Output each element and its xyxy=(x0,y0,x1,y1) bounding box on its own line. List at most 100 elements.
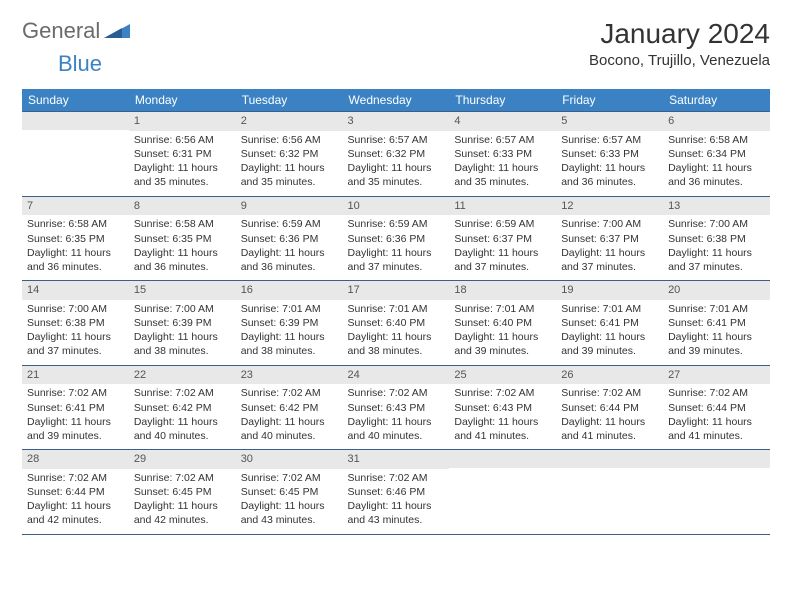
day-number: 6 xyxy=(663,112,770,131)
sunrise-text: Sunrise: 6:59 AM xyxy=(454,217,551,231)
sunrise-text: Sunrise: 7:00 AM xyxy=(134,302,231,316)
daylight-text-1: Daylight: 11 hours xyxy=(454,415,551,429)
day-cell: 12Sunrise: 7:00 AMSunset: 6:37 PMDayligh… xyxy=(556,196,663,281)
daylight-text-1: Daylight: 11 hours xyxy=(454,246,551,260)
day-content: Sunrise: 7:01 AMSunset: 6:41 PMDaylight:… xyxy=(556,300,663,365)
sunset-text: Sunset: 6:41 PM xyxy=(668,316,765,330)
sunrise-text: Sunrise: 7:02 AM xyxy=(348,386,445,400)
sunrise-text: Sunrise: 6:58 AM xyxy=(27,217,124,231)
day-content: Sunrise: 7:00 AMSunset: 6:37 PMDaylight:… xyxy=(556,215,663,280)
daylight-text-1: Daylight: 11 hours xyxy=(348,161,445,175)
empty-day xyxy=(449,450,556,468)
daylight-text-2: and 39 minutes. xyxy=(27,429,124,443)
sunrise-text: Sunrise: 7:00 AM xyxy=(561,217,658,231)
daylight-text-1: Daylight: 11 hours xyxy=(134,415,231,429)
day-cell: 19Sunrise: 7:01 AMSunset: 6:41 PMDayligh… xyxy=(556,281,663,366)
daylight-text-2: and 35 minutes. xyxy=(454,175,551,189)
daylight-text-1: Daylight: 11 hours xyxy=(241,246,338,260)
daylight-text-1: Daylight: 11 hours xyxy=(27,499,124,513)
day-content: Sunrise: 7:02 AMSunset: 6:44 PMDaylight:… xyxy=(22,469,129,534)
day-content: Sunrise: 7:02 AMSunset: 6:42 PMDaylight:… xyxy=(129,384,236,449)
sunset-text: Sunset: 6:31 PM xyxy=(134,147,231,161)
daylight-text-2: and 43 minutes. xyxy=(241,513,338,527)
day-number: 28 xyxy=(22,450,129,469)
daylight-text-2: and 36 minutes. xyxy=(561,175,658,189)
day-number: 12 xyxy=(556,197,663,216)
day-number: 7 xyxy=(22,197,129,216)
day-cell: 4Sunrise: 6:57 AMSunset: 6:33 PMDaylight… xyxy=(449,112,556,197)
sunrise-text: Sunrise: 7:01 AM xyxy=(668,302,765,316)
day-number: 8 xyxy=(129,197,236,216)
day-cell: 14Sunrise: 7:00 AMSunset: 6:38 PMDayligh… xyxy=(22,281,129,366)
sunset-text: Sunset: 6:34 PM xyxy=(668,147,765,161)
sunset-text: Sunset: 6:32 PM xyxy=(241,147,338,161)
daylight-text-2: and 35 minutes. xyxy=(241,175,338,189)
daylight-text-2: and 42 minutes. xyxy=(134,513,231,527)
daylight-text-2: and 36 minutes. xyxy=(668,175,765,189)
day-number: 20 xyxy=(663,281,770,300)
day-cell: 26Sunrise: 7:02 AMSunset: 6:44 PMDayligh… xyxy=(556,365,663,450)
daylight-text-1: Daylight: 11 hours xyxy=(348,246,445,260)
daylight-text-1: Daylight: 11 hours xyxy=(27,246,124,260)
daylight-text-2: and 35 minutes. xyxy=(134,175,231,189)
day-cell: 21Sunrise: 7:02 AMSunset: 6:41 PMDayligh… xyxy=(22,365,129,450)
day-cell: 28Sunrise: 7:02 AMSunset: 6:44 PMDayligh… xyxy=(22,450,129,535)
day-content: Sunrise: 7:02 AMSunset: 6:42 PMDaylight:… xyxy=(236,384,343,449)
daylight-text-2: and 36 minutes. xyxy=(241,260,338,274)
day-content: Sunrise: 7:01 AMSunset: 6:40 PMDaylight:… xyxy=(343,300,450,365)
sunset-text: Sunset: 6:32 PM xyxy=(348,147,445,161)
day-number: 4 xyxy=(449,112,556,131)
daylight-text-2: and 40 minutes. xyxy=(241,429,338,443)
daylight-text-2: and 42 minutes. xyxy=(27,513,124,527)
day-number: 29 xyxy=(129,450,236,469)
day-content: Sunrise: 6:59 AMSunset: 6:36 PMDaylight:… xyxy=(236,215,343,280)
daylight-text-2: and 40 minutes. xyxy=(348,429,445,443)
day-cell: 11Sunrise: 6:59 AMSunset: 6:37 PMDayligh… xyxy=(449,196,556,281)
daylight-text-1: Daylight: 11 hours xyxy=(668,246,765,260)
day-header-wednesday: Wednesday xyxy=(343,89,450,112)
day-cell: 17Sunrise: 7:01 AMSunset: 6:40 PMDayligh… xyxy=(343,281,450,366)
daylight-text-2: and 43 minutes. xyxy=(348,513,445,527)
daylight-text-1: Daylight: 11 hours xyxy=(134,330,231,344)
week-row: 21Sunrise: 7:02 AMSunset: 6:41 PMDayligh… xyxy=(22,365,770,450)
day-number: 26 xyxy=(556,366,663,385)
day-content: Sunrise: 6:57 AMSunset: 6:32 PMDaylight:… xyxy=(343,131,450,196)
day-cell: 7Sunrise: 6:58 AMSunset: 6:35 PMDaylight… xyxy=(22,196,129,281)
sunrise-text: Sunrise: 7:02 AM xyxy=(241,471,338,485)
sunrise-text: Sunrise: 7:02 AM xyxy=(454,386,551,400)
day-number: 14 xyxy=(22,281,129,300)
daylight-text-1: Daylight: 11 hours xyxy=(454,330,551,344)
sunrise-text: Sunrise: 7:02 AM xyxy=(134,386,231,400)
day-number: 3 xyxy=(343,112,450,131)
day-content: Sunrise: 7:02 AMSunset: 6:44 PMDaylight:… xyxy=(663,384,770,449)
sunset-text: Sunset: 6:45 PM xyxy=(241,485,338,499)
day-cell: 3Sunrise: 6:57 AMSunset: 6:32 PMDaylight… xyxy=(343,112,450,197)
daylight-text-2: and 39 minutes. xyxy=(668,344,765,358)
sunset-text: Sunset: 6:39 PM xyxy=(241,316,338,330)
day-content: Sunrise: 7:01 AMSunset: 6:39 PMDaylight:… xyxy=(236,300,343,365)
sunrise-text: Sunrise: 7:02 AM xyxy=(241,386,338,400)
day-content: Sunrise: 6:57 AMSunset: 6:33 PMDaylight:… xyxy=(556,131,663,196)
daylight-text-1: Daylight: 11 hours xyxy=(561,415,658,429)
sunrise-text: Sunrise: 7:02 AM xyxy=(27,386,124,400)
day-number: 18 xyxy=(449,281,556,300)
logo: General xyxy=(22,18,132,44)
day-cell: 22Sunrise: 7:02 AMSunset: 6:42 PMDayligh… xyxy=(129,365,236,450)
logo-text-general: General xyxy=(22,18,100,44)
day-header-thursday: Thursday xyxy=(449,89,556,112)
daylight-text-2: and 37 minutes. xyxy=(27,344,124,358)
day-header-friday: Friday xyxy=(556,89,663,112)
day-cell: 5Sunrise: 6:57 AMSunset: 6:33 PMDaylight… xyxy=(556,112,663,197)
logo-text-blue: Blue xyxy=(58,51,102,76)
day-number: 10 xyxy=(343,197,450,216)
day-cell: 24Sunrise: 7:02 AMSunset: 6:43 PMDayligh… xyxy=(343,365,450,450)
daylight-text-1: Daylight: 11 hours xyxy=(454,161,551,175)
day-cell: 8Sunrise: 6:58 AMSunset: 6:35 PMDaylight… xyxy=(129,196,236,281)
day-number: 31 xyxy=(343,450,450,469)
sunset-text: Sunset: 6:42 PM xyxy=(134,401,231,415)
sunrise-text: Sunrise: 6:59 AM xyxy=(241,217,338,231)
day-number: 25 xyxy=(449,366,556,385)
daylight-text-1: Daylight: 11 hours xyxy=(561,161,658,175)
sunrise-text: Sunrise: 7:01 AM xyxy=(561,302,658,316)
daylight-text-2: and 41 minutes. xyxy=(561,429,658,443)
